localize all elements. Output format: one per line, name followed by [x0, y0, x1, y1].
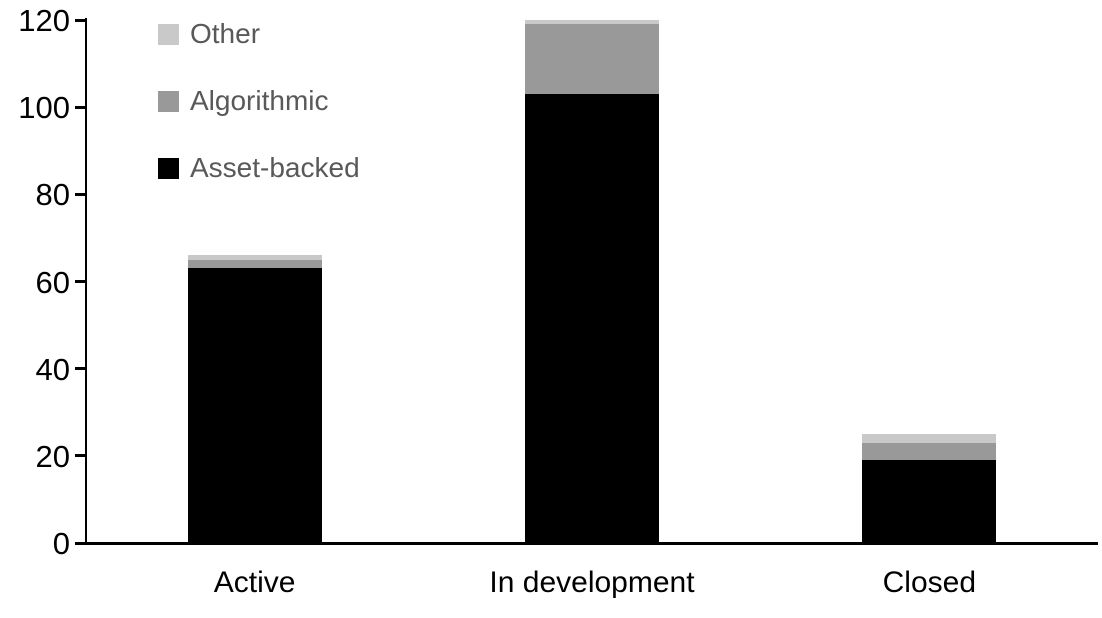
y-tick-mark-0 — [75, 541, 86, 545]
y-tick-mark-60 — [75, 280, 86, 283]
legend-swatch-algorithmic — [158, 90, 179, 112]
y-tick-label-60: 60 — [35, 264, 70, 300]
legend-swatch-asset-backed — [158, 157, 179, 179]
bar-segment-closed-algorithmic — [862, 442, 997, 461]
bar-segment-in-development-asset-backed — [525, 94, 659, 543]
y-tick-label-120: 120 — [18, 3, 70, 38]
legend-label-algorithmic: Algorithmic — [190, 85, 329, 116]
bar-segment-in-development-algorithmic — [525, 24, 659, 95]
x-axis-line — [85, 542, 1098, 545]
bar-segment-active-other — [187, 255, 322, 260]
category-label-closed: Closed — [882, 566, 977, 599]
y-axis-line — [85, 18, 87, 545]
y-tick-mark-40 — [75, 367, 86, 371]
category-label-in-development: In development — [489, 566, 695, 599]
y-tick-label-40: 40 — [35, 351, 70, 387]
bar-segment-active-asset-backed — [187, 268, 322, 543]
bar-segment-in-development-other — [525, 20, 659, 25]
bar-segment-closed-asset-backed — [862, 460, 997, 543]
y-tick-mark-80 — [75, 192, 86, 196]
legend-item-asset-backed: Asset-backed — [158, 148, 360, 188]
y-tick-mark-20 — [75, 454, 86, 458]
y-tick-label-100: 100 — [18, 90, 70, 126]
legend-item-algorithmic: Algorithmic — [158, 81, 328, 121]
y-tick-label-20: 20 — [35, 438, 70, 474]
bar-segment-closed-other — [862, 434, 997, 443]
y-tick-mark-100 — [75, 105, 86, 109]
legend-label-asset-backed: Asset-backed — [190, 152, 360, 183]
y-tick-label-0: 0 — [52, 526, 70, 561]
category-label-active: Active — [213, 566, 296, 599]
y-tick-label-80: 80 — [35, 177, 70, 213]
y-tick-mark-120 — [75, 18, 86, 22]
legend-swatch-other — [158, 23, 179, 45]
bar-segment-active-algorithmic — [187, 259, 322, 269]
legend-label-other: Other — [190, 18, 261, 49]
legend-item-other: Other — [158, 14, 260, 54]
